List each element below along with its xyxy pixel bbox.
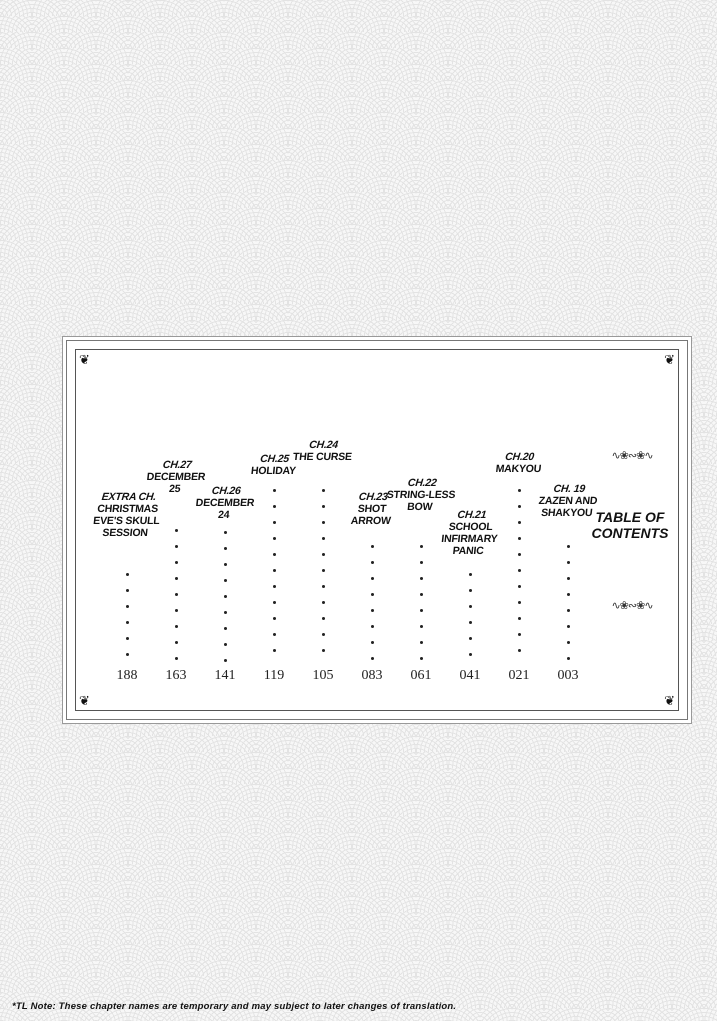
entry-label: Ch.22 String-less Bow <box>384 477 458 513</box>
page-number: 041 <box>459 668 481 683</box>
page-number: 141 <box>214 668 236 683</box>
chapter-title: December 24 <box>195 497 255 521</box>
dot-leader <box>175 529 178 673</box>
page-number: 061 <box>410 668 432 683</box>
toc-frame <box>75 349 679 711</box>
entry-label: Ch.24 The Curse <box>287 439 360 463</box>
dot-leader <box>224 531 227 675</box>
chapter-number: Ch. 19 <box>552 483 586 495</box>
entry-label: Extra Ch. Christmas Eve's Skull Session <box>89 491 164 539</box>
page-number: 083 <box>361 668 383 683</box>
page-number: 003 <box>557 668 579 683</box>
chapter-title: Holiday <box>250 465 297 477</box>
page-number: 119 <box>263 668 285 683</box>
dot-leader <box>322 489 325 665</box>
chapter-title: School Infirmary Panic <box>440 521 499 557</box>
chapter-title: The Curse <box>292 451 353 463</box>
entry-label: Ch.26 December 24 <box>188 485 262 521</box>
chapter-number: Ch.21 <box>456 509 487 521</box>
dot-leader <box>518 489 521 665</box>
chapter-number: Ch.20 <box>504 451 535 463</box>
leaf-corner-icon: ❦ <box>664 693 675 708</box>
dot-leader <box>469 573 472 669</box>
page-number: 188 <box>116 668 138 683</box>
entry-label: Ch.21 School Infirmary Panic <box>432 509 507 557</box>
floral-scroll-icon: ∿❀∾❀∿ <box>611 600 653 612</box>
chapter-title: Makyou <box>495 463 542 475</box>
leaf-corner-icon: ❦ <box>79 352 90 367</box>
dot-leader <box>273 489 276 665</box>
dot-leader <box>567 545 570 673</box>
translator-note: *TL Note: These chapter names are tempor… <box>12 1001 457 1012</box>
page-number: 163 <box>165 668 187 683</box>
chapter-number: Ch.22 <box>407 477 438 489</box>
floral-scroll-icon: ∿❀∾❀∿ <box>611 450 653 462</box>
chapter-title: Christmas Eve's Skull Session <box>92 503 161 539</box>
dot-leader <box>371 545 374 673</box>
dot-leader <box>126 573 129 669</box>
dot-leader <box>420 545 423 673</box>
chapter-number: Ch.26 <box>211 485 242 497</box>
page-number: 105 <box>312 668 334 683</box>
leaf-corner-icon: ❦ <box>79 693 90 708</box>
page-number: 021 <box>508 668 530 683</box>
toc-title: Table of Contents <box>591 509 669 541</box>
toc-card: ❦ ❦ ❦ ❦ Extra Ch. Christmas Eve's Skull S… <box>66 340 688 720</box>
leaf-corner-icon: ❦ <box>664 352 675 367</box>
chapter-number: Ch.24 <box>308 439 339 451</box>
chapter-number: Ch.27 <box>162 459 193 471</box>
entry-label: Ch.20 Makyou <box>483 451 556 475</box>
